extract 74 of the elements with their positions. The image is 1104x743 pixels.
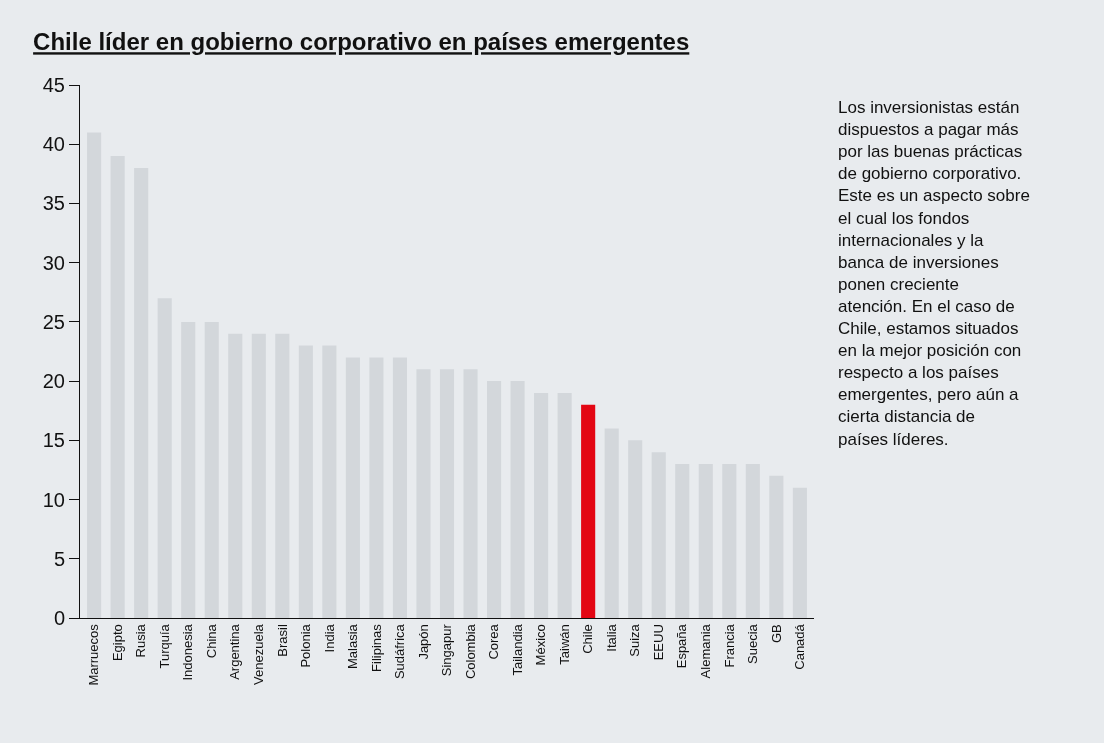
x-tick-label: Taiwán [556, 624, 572, 665]
bar [557, 392, 572, 618]
text: Los inversionistas están dispuestos a pagar más por las buenas prácticas de gobierno corporativo. Este es un aspecto sobre el cual los fondos internacionales y la banca de inversiones ponen creciente atención. En el caso de Chile, estamos situados en la mejor posición con respecto a los países emergentes, pero aún a cierta distancia de países líderes. [838, 98, 1030, 449]
y-tick-label: 20 [42, 370, 65, 393]
x-tick-label: Polonia [298, 623, 314, 668]
y-tick-label: 45 [42, 74, 65, 96]
x-tick-label: Corea [486, 623, 502, 660]
y-tick-label: 35 [42, 192, 65, 215]
x-tick-label: Egipto [109, 624, 125, 662]
bar [204, 321, 219, 618]
bar [369, 357, 384, 618]
y-tick-label: 25 [42, 310, 65, 333]
x-tick-label: China [203, 623, 219, 659]
bar [675, 464, 690, 618]
y-tick-label: 40 [42, 133, 65, 156]
x-tick-label: México [533, 624, 549, 666]
x-tick-label: Canadá [792, 623, 808, 670]
x-tick-label: GB [768, 624, 784, 643]
bar [298, 345, 313, 618]
bar [416, 369, 431, 618]
bar [534, 392, 549, 618]
x-tick-label: Rusia [133, 623, 149, 658]
bar [792, 487, 807, 618]
y-tick-label: 30 [42, 251, 65, 274]
x-tick-label: Brasil [274, 624, 290, 657]
bar [181, 321, 196, 618]
bar [745, 464, 760, 618]
x-tick-label: Tailandia [509, 623, 525, 676]
x-tick-label: Turquía [156, 623, 172, 669]
bar [581, 404, 596, 618]
x-tick-label: Argentina [227, 623, 243, 680]
bar [345, 357, 360, 618]
bar [651, 452, 666, 618]
x-tick-label: Italia [603, 623, 619, 652]
bar [510, 381, 525, 618]
x-tick-label: India [321, 623, 337, 653]
x-tick-label: Venezuela [251, 623, 267, 685]
bar [769, 475, 784, 618]
bar [110, 156, 125, 618]
bar [134, 167, 149, 618]
bar [463, 369, 478, 618]
x-tick-label: Marruecos [86, 623, 102, 686]
x-tick-label: Alemania [698, 623, 714, 679]
bar [322, 345, 337, 618]
y-tick-label: 15 [42, 429, 65, 452]
x-tick-label: España [674, 623, 690, 669]
bar [722, 464, 737, 618]
x-tick-label: Sudáfrica [392, 623, 408, 680]
x-tick-label: Suiza [627, 623, 643, 657]
x-tick-label: Japón [415, 624, 431, 660]
chart-title: Chile líder en gobierno corporativo en países emergentes [33, 28, 690, 56]
bar [228, 333, 243, 618]
x-tick-label: Malasia [345, 623, 361, 669]
bar [698, 464, 713, 618]
y-tick-label: 0 [53, 607, 65, 629]
x-tick-label: Indonesia [180, 623, 196, 681]
y-tick-label: 10 [42, 488, 65, 511]
x-tick-label: Colombia [462, 623, 478, 680]
x-tick-label: Chile [580, 624, 596, 654]
x-tick-label: Filipinas [368, 623, 384, 672]
bar [157, 298, 172, 618]
y-tick-label: 5 [53, 547, 65, 570]
bar [251, 333, 266, 618]
bar [439, 369, 455, 618]
bar [275, 333, 290, 618]
x-tick-label: Francia [721, 623, 737, 668]
bar [392, 357, 408, 618]
bar [486, 381, 502, 618]
x-tick-label: EEUU [650, 624, 666, 661]
bar [87, 132, 102, 618]
x-tick-label: Singapur [439, 623, 455, 677]
bar [604, 428, 619, 618]
x-tick-label: Suecia [745, 623, 761, 664]
bar [628, 440, 643, 618]
